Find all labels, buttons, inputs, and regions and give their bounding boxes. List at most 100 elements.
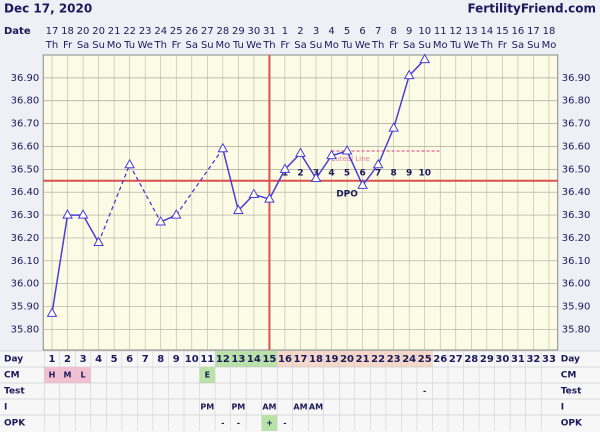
cell-highlight [339,351,355,367]
temperature-point [419,53,431,64]
cell-text: 28 [464,354,478,365]
y-tick-label: 36.50 [11,164,40,175]
date-label: 20 [92,26,105,37]
weekday-label: Tu [341,40,353,51]
gap-connector [129,164,162,223]
y-tick-label-right: 36.80 [562,96,591,107]
weekday-label: Su [527,40,540,51]
cell-highlight [323,351,340,367]
dpo-number: 5 [344,168,350,178]
cell-highlight [277,351,293,367]
weekday-label: Tu [449,40,461,51]
date-label: 16 [512,26,525,37]
y-tick-label-right: 36.60 [562,141,591,152]
temperature-point [217,142,229,153]
cell-text: 24 [402,354,416,365]
date-label: 1 [282,26,288,37]
date-label: 29 [232,26,245,37]
temperature-point [388,122,400,132]
y-tick-label-right: 35.90 [562,302,591,313]
weekday-label: Th [262,40,275,51]
cell-text: - [423,387,426,396]
y-tick-label-right: 36.20 [562,233,591,244]
weekday-label: We [137,40,152,51]
temperature-point [279,163,291,173]
temperature-point [403,69,415,80]
cell-text: 33 [542,354,556,365]
cell-text: 7 [142,354,149,365]
cell-text: 27 [449,354,463,365]
weekday-label: We [246,40,261,51]
date-label: 27 [201,26,214,37]
row-label: CM [4,371,20,381]
row-label: Day [4,355,23,365]
temperature-point [357,179,368,189]
date-label: 31 [263,26,276,37]
cell-text: 23 [387,354,401,365]
y-tick-label: 36.10 [11,256,40,267]
weekday-label: Mo [324,40,339,51]
dpo-number: 10 [418,168,431,178]
cell-text: PM [200,403,214,412]
row-label: OPK [4,419,26,429]
weekday-label: Su [418,40,431,51]
temperature-point [372,158,384,169]
weekday-label: Fr [63,40,73,51]
y-tick-label: 35.90 [11,302,40,313]
cell-text: 22 [371,354,385,365]
cell-text: 17 [294,354,308,365]
y-tick-label: 36.60 [11,141,40,152]
cell-text: 16 [278,354,292,365]
weekday-label: Mo [215,40,230,51]
cell-text: AM [262,403,276,412]
weekday-label: Mo [433,40,448,51]
weekday-label: We [464,40,479,51]
cell-text: 32 [526,354,540,365]
weekday-label: Tu [123,40,135,51]
date-label: 25 [170,26,183,37]
weekday-label: Mo [107,40,122,51]
y-tick-label: 36.80 [11,96,40,107]
cell-text: 1 [49,354,56,365]
temperature-point [341,145,353,155]
cell-text: 15 [262,354,276,365]
cell-text: 29 [480,354,494,365]
weekday-label: Sa [403,40,415,51]
cell-text: 11 [200,354,214,365]
dpo-number: 8 [391,168,397,178]
row-label-right: I [561,403,564,413]
date-label: 6 [359,26,365,37]
cell-text: 30 [495,354,509,365]
chart-date: Dec 17, 2020 [4,2,92,16]
dpo-number: 4 [328,168,334,178]
date-label: 2 [297,26,303,37]
date-label: 18 [543,26,556,37]
cell-text: PM [231,403,245,412]
dpo-number: 7 [375,168,381,178]
cell-text: 10 [185,354,199,365]
dpo-number: 1 [282,168,288,178]
weekday-label: Su [310,40,323,51]
date-label: 14 [480,26,493,37]
cell-text: M [64,371,72,380]
cell-text: + [266,419,273,428]
date-label: 23 [139,26,152,37]
cell-text: 20 [340,354,354,365]
cell-highlight [261,351,278,367]
y-tick-label: 35.80 [11,324,40,335]
date-label: 15 [496,26,509,37]
date-label: 26 [185,26,198,37]
y-tick-label-right: 36.00 [562,279,591,290]
cell-text: 5 [111,354,118,365]
temperature-point [248,188,260,198]
cell-text: 3 [80,354,87,365]
cell-text: E [205,371,210,380]
weekday-label: Fr [280,40,290,51]
weekday-label: Fr [172,40,182,51]
cell-text: - [283,419,286,428]
row-label-right: CM [561,371,577,381]
date-label: 21 [108,26,121,37]
cell-text: 13 [231,354,245,365]
